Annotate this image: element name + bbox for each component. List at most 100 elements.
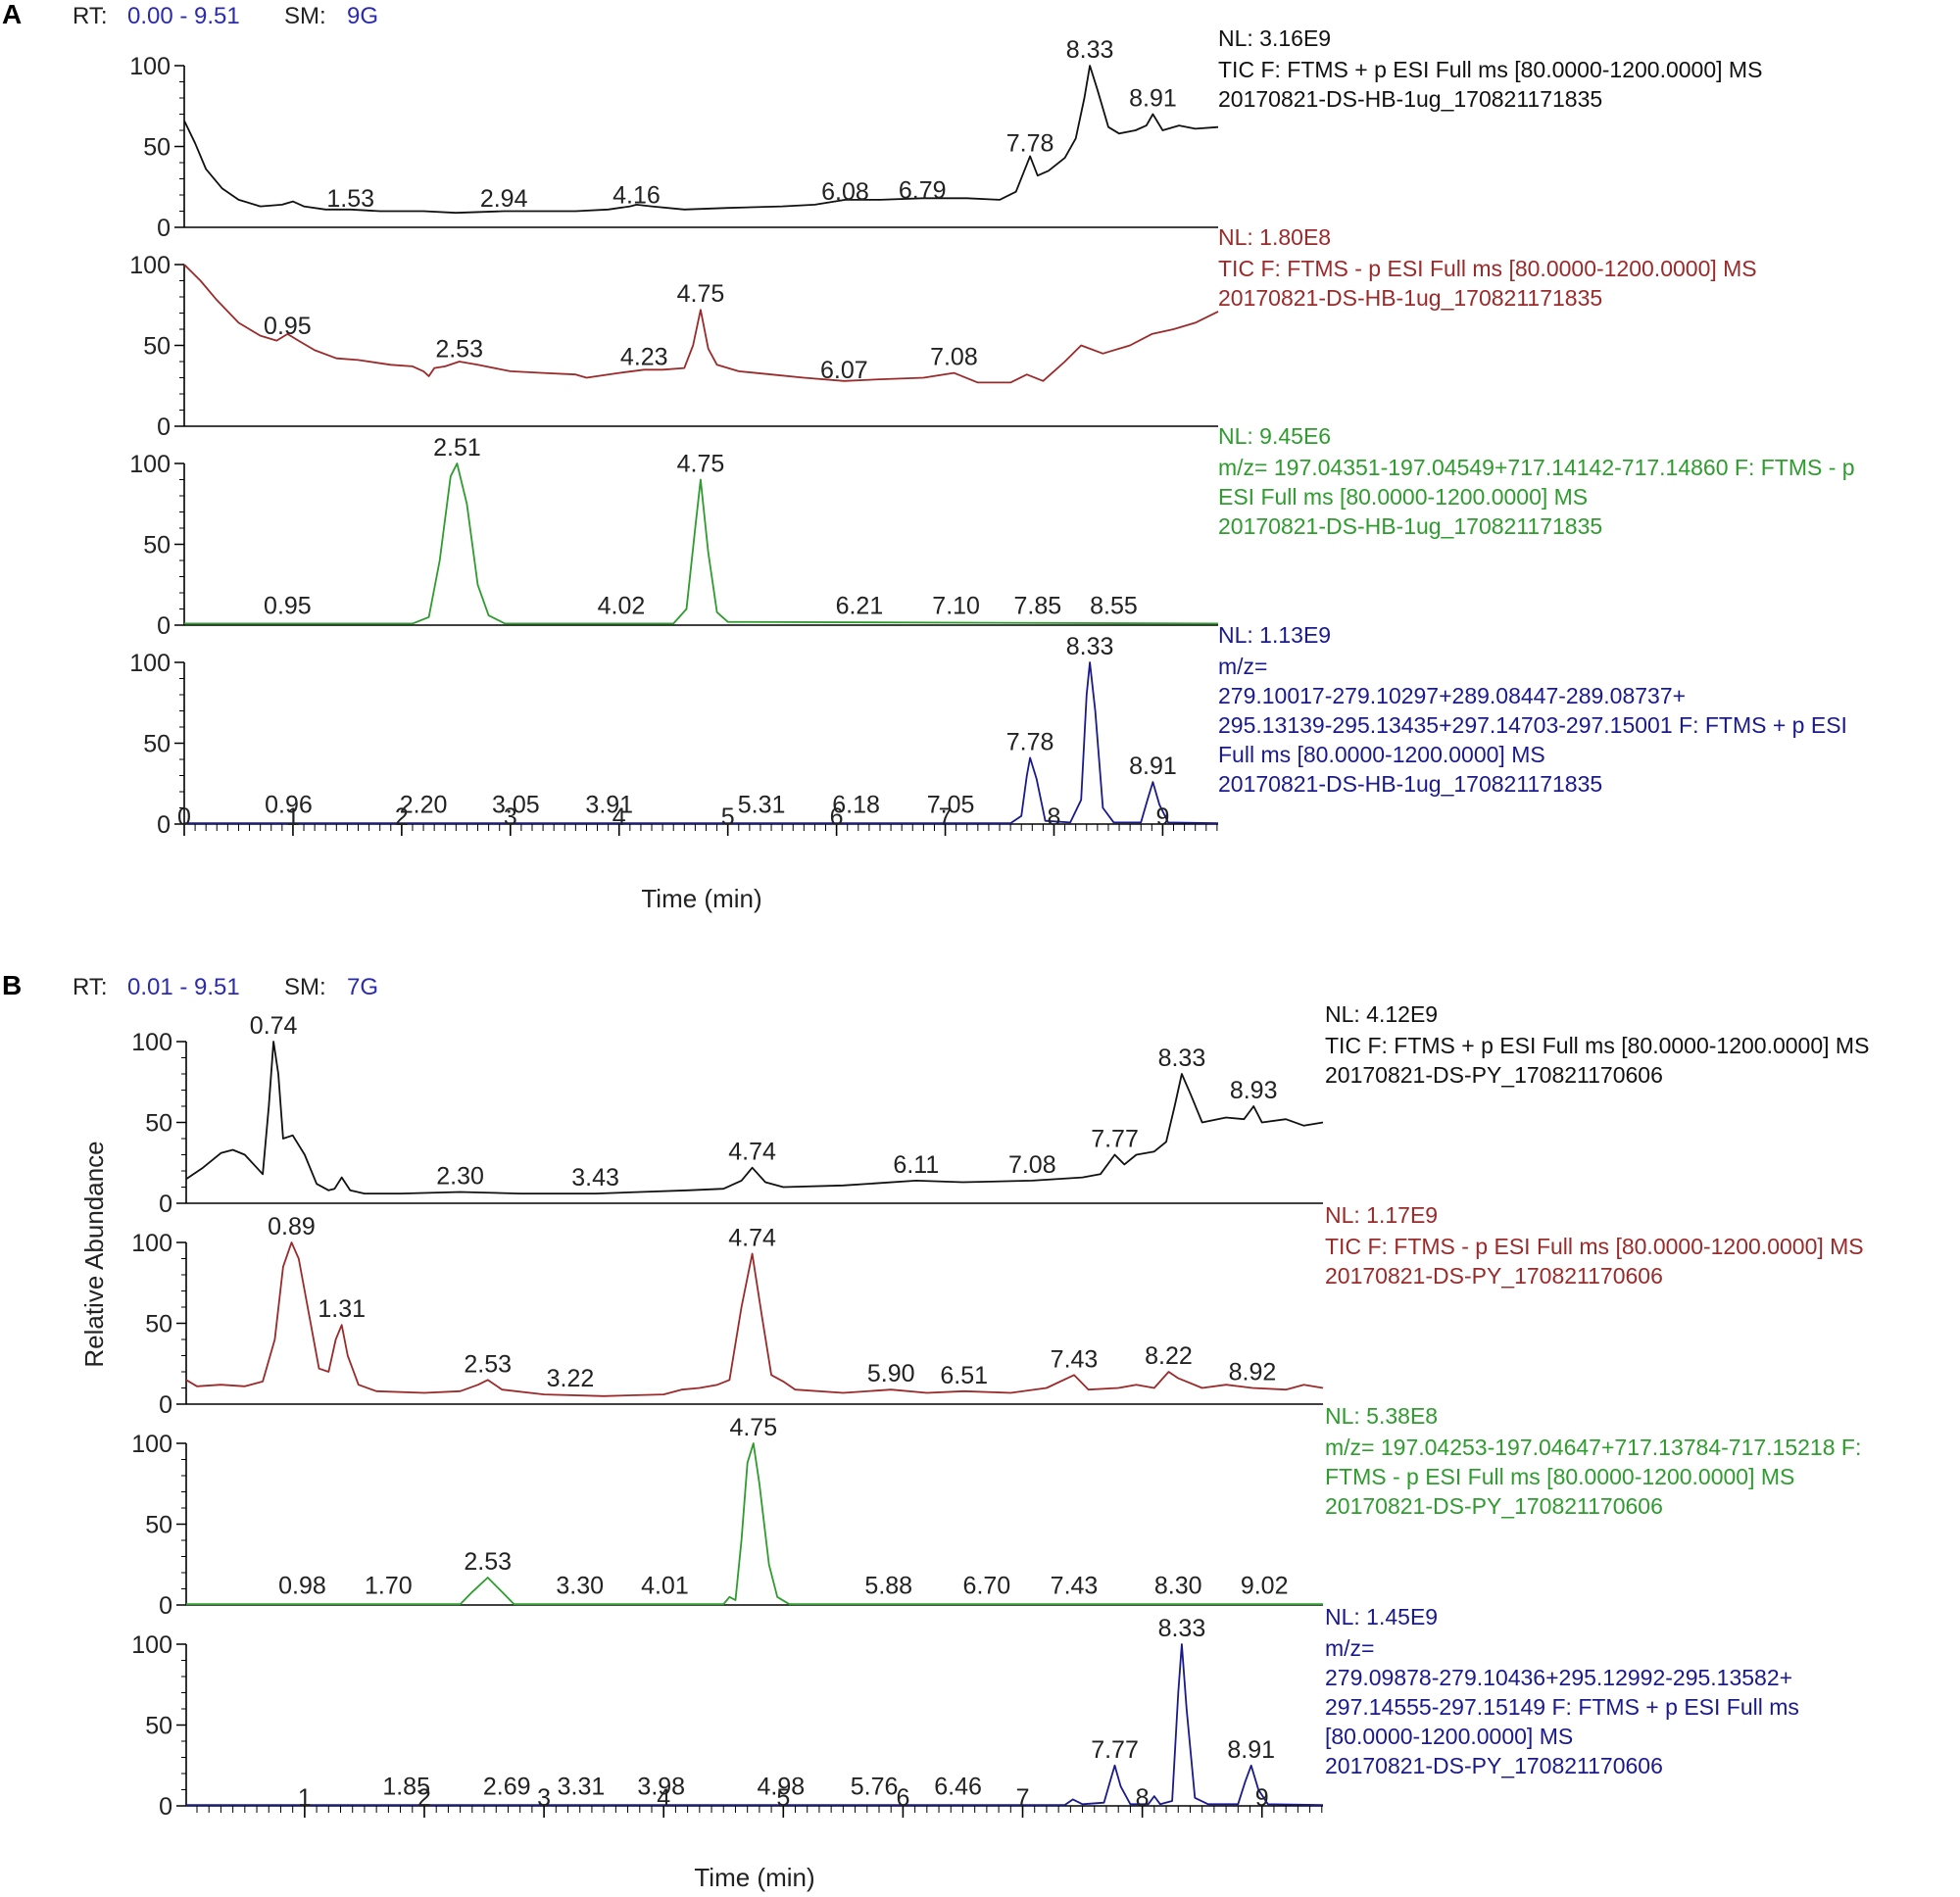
- panel-a-trace-1-line: [183, 65, 1219, 215]
- panel-a-trace-1-peak-label: 1.53: [326, 185, 374, 213]
- panel-a-x-tick-label: 9: [1155, 803, 1169, 831]
- panel-a-label: A: [2, 0, 22, 29]
- panel-b-trace-1-y-tick-label: 0: [159, 1191, 172, 1218]
- panel-a-trace-3-info-line: 20170821-DS-HB-1ug_170821171835: [1218, 513, 1602, 539]
- panel-a-trace-2-peak-label: 2.53: [435, 335, 483, 363]
- panel-a-trace-4-peak-label: 6.18: [832, 792, 880, 819]
- panel-a-trace-4-nl-label: NL: 1.13E9: [1218, 622, 1331, 648]
- panel-b-trace-4-peak-label: 4.98: [758, 1774, 806, 1801]
- panel-b-x-tick-label: 6: [896, 1784, 909, 1812]
- panel-a-trace-4-y-tick-label: 50: [143, 731, 171, 758]
- panel-b-trace-3-peak-label: 0.98: [278, 1573, 326, 1600]
- panel-a-trace-4-peak-label: 8.91: [1129, 753, 1177, 780]
- panel-b-trace-3-peak-label: 7.43: [1051, 1573, 1099, 1600]
- panel-b-x-axis: 1 2 3 4 5 6 7 8 9: [196, 1784, 1323, 1818]
- panel-b-x-axis-title: Time (min): [694, 1863, 814, 1892]
- panel-a-sm-label: SM:: [284, 3, 326, 29]
- panel-a-trace-3-info-line: m/z= 197.04351-197.04549+717.14142-717.1…: [1218, 455, 1855, 480]
- panel-a-trace-3-peak-label: 4.75: [677, 451, 725, 478]
- panel-b-trace-4-peak-label: 2.69: [483, 1774, 531, 1801]
- panel-a-trace-4-info-line: 295.13139-295.13435+297.14703-297.15001 …: [1218, 712, 1847, 738]
- panel-a-trace-3-peak-label: 7.10: [932, 593, 980, 620]
- panel-a-trace-4-peak-label: 7.78: [1006, 728, 1054, 755]
- panel-b-trace-3-info-line: m/z= 197.04253-197.04647+717.13784-717.1…: [1325, 1435, 1861, 1460]
- panel-a-trace-1-group: 0 50 100 1.53 2.94 4.16 6.08 6.79 7.78 8.33 8.91 NL…: [129, 25, 1762, 242]
- panel-b-trace-2-nl-label: NL: 1.17E9: [1325, 1202, 1438, 1228]
- panel-a-trace-3-y-tick-label: 100: [129, 451, 171, 478]
- panel-a-trace-3-y-tick-label: 0: [157, 612, 171, 640]
- panel-b-trace-2-peak-label: 8.22: [1145, 1342, 1193, 1370]
- panel-b-sm-value: 7G: [347, 974, 378, 1000]
- panel-b-trace-3-info-line: FTMS - p ESI Full ms [80.0000-1200.0000]…: [1325, 1464, 1794, 1489]
- panel-a-trace-4-peak-label: 3.91: [585, 792, 633, 819]
- panel-b-trace-2-peak-label: 6.51: [940, 1362, 988, 1389]
- panel-a-trace-2-nl-label: NL: 1.80E8: [1218, 224, 1331, 250]
- panel-b-trace-3-peak-label: 9.02: [1241, 1573, 1289, 1600]
- panel-b-x-tick-label: 4: [657, 1784, 670, 1812]
- panel-a-trace-4-peak-label: 8.33: [1066, 633, 1114, 660]
- panel-a-trace-3-peak-label: 8.55: [1090, 593, 1138, 620]
- panel-a-trace-3-group: 0 50 100 0.95 2.51 4.02 4.75 6.21 7.10 7.85 8.55 NL…: [129, 423, 1854, 640]
- panel-a-trace-2-peak-label: 4.23: [620, 344, 668, 371]
- panel-b-trace-1-info-line: 20170821-DS-PY_170821170606: [1325, 1062, 1663, 1088]
- panel-a-trace-1-peak-label: 2.94: [480, 185, 528, 213]
- panel-b-trace-2-peak-label: 2.53: [464, 1350, 512, 1378]
- panel-a-trace-4-y-tick-label: 0: [157, 811, 171, 839]
- panel-a-trace-4-peak-label: 0.96: [265, 792, 313, 819]
- panel-a-x-tick-label: 4: [612, 803, 626, 831]
- panel-a-trace-4-peak-label: 5.31: [738, 792, 786, 819]
- panel-b-trace-2-peak-label: 4.74: [728, 1225, 776, 1252]
- panel-b-trace-4-peak-label: 5.76: [851, 1774, 899, 1801]
- panel-b-trace-1-line: [185, 1041, 1324, 1194]
- panel-a-trace-2-y-tick-label: 0: [157, 413, 171, 441]
- panel-b-rt-value: 0.01 - 9.51: [127, 974, 240, 1000]
- panel-a-trace-3-info-line: ESI Full ms [80.0000-1200.0000] MS: [1218, 484, 1588, 510]
- panel-b-trace-3-y-tick-label: 50: [145, 1512, 172, 1539]
- panel-b-trace-1-peak-label: 0.74: [250, 1012, 298, 1040]
- panel-a-trace-3-peak-label: 2.51: [433, 434, 481, 462]
- panel-a-trace-2-group: 0 50 100 0.95 2.53 4.23 4.75 6.07 7.08 NL: 1.80E8…: [129, 224, 1756, 441]
- panel-b-trace-4-peak-label: 6.46: [934, 1774, 982, 1801]
- panel-b-trace-4-y-tick-label: 0: [159, 1793, 172, 1821]
- panel-b-trace-1-peak-label: 8.33: [1158, 1045, 1206, 1072]
- panel-a-trace-3-line: [184, 462, 1219, 625]
- panel-a-x-tick-label: 8: [1048, 803, 1061, 831]
- panel-b-trace-1-nl-label: NL: 4.12E9: [1325, 1001, 1438, 1027]
- panel-a-trace-4-y-tick-label: 100: [129, 650, 171, 677]
- panel-b-trace-3-peak-label: 6.70: [963, 1573, 1011, 1600]
- panel-b-trace-3-group: 0 50 100 0.98 1.70 2.53 3.30 4.01 4.75 5.88 6.70 7.…: [131, 1403, 1861, 1620]
- panel-b-trace-2-y-tick-label: 0: [159, 1391, 172, 1419]
- panel-b-trace-4-y-tick-label: 100: [131, 1631, 172, 1659]
- panel-a-trace-4-info-line: 279.10017-279.10297+289.08447-289.08737+: [1218, 683, 1686, 708]
- panel-a-x-tick-label: 7: [939, 803, 953, 831]
- panel-a-trace-1-peak-label: 6.79: [899, 177, 947, 205]
- panel-b-trace-1-info-line: TIC F: FTMS + p ESI Full ms [80.0000-120…: [1325, 1033, 1869, 1058]
- panel-a-x-tick-label: 3: [504, 803, 517, 831]
- panel-b-trace-3-info-line: 20170821-DS-PY_170821170606: [1325, 1493, 1663, 1519]
- panel-a-x-tick-label: 2: [395, 803, 409, 831]
- panel-b-trace-1-group: 0 50 100 0.74 2.30 3.43 4.74 6.11 7.08 7.77 8.33 8.…: [131, 1001, 1869, 1218]
- panel-a-trace-3-peak-label: 4.02: [598, 593, 646, 620]
- panel-b-trace-3-peak-label: 5.88: [864, 1573, 912, 1600]
- panel-a-trace-3-peak-label: 7.85: [1014, 593, 1062, 620]
- panel-a-rt-value: 0.00 - 9.51: [127, 3, 240, 29]
- panel-b-trace-1-peak-label: 4.74: [728, 1139, 776, 1166]
- panel-a-trace-2-y-tick-label: 50: [143, 333, 171, 361]
- panel-b-trace-1-peak-label: 7.77: [1091, 1126, 1139, 1153]
- panel-b-trace-4-peak-label: 8.33: [1158, 1615, 1206, 1642]
- panel-b-x-tick-label: 7: [1016, 1784, 1030, 1812]
- panel-b-trace-1-peak-label: 2.30: [436, 1162, 484, 1190]
- panel-b-trace-2-peak-label: 5.90: [867, 1360, 915, 1387]
- panel-b-x-tick-label: 1: [298, 1784, 312, 1812]
- panel-a-trace-3-peak-label: 6.21: [836, 593, 884, 620]
- panel-a-trace-2-line: [183, 264, 1219, 384]
- panel-a-x-tick-label: 5: [721, 803, 735, 831]
- panel-a-trace-1-peak-label: 7.78: [1006, 130, 1054, 158]
- panel-b-trace-4-group: 0 50 100 1.85 2.69 3.31 3.98 4.98 5.76 6.46 7.77 8.…: [131, 1604, 1799, 1821]
- panel-a-trace-1-info-line: 20170821-DS-HB-1ug_170821171835: [1218, 86, 1602, 112]
